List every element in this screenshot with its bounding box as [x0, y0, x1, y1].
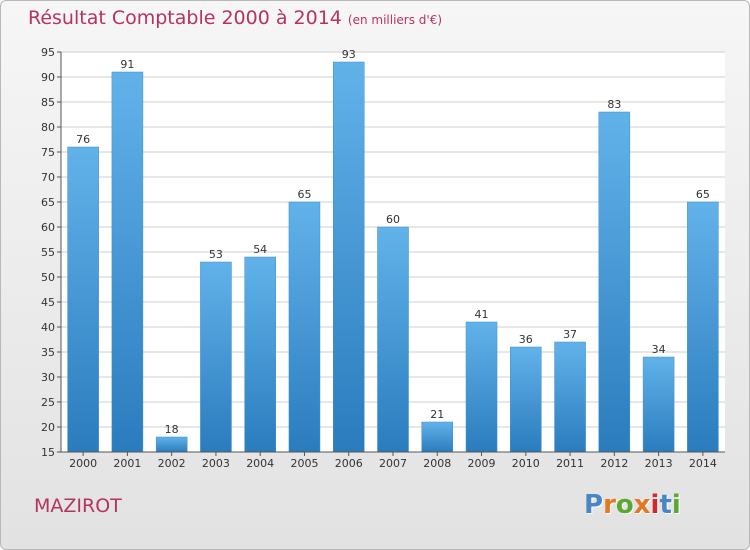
chart-subtitle: (en milliers d'€): [347, 13, 443, 27]
data-label-2003: 53: [209, 248, 223, 261]
proxiti-logo: Proxiti: [584, 490, 681, 520]
data-label-2004: 54: [253, 243, 267, 256]
bar-2005: [288, 201, 321, 453]
data-label-2013: 34: [652, 343, 666, 356]
data-label-2012: 83: [607, 98, 621, 111]
x-tick-label-2000: 2000: [69, 457, 97, 470]
y-tick-label: 45: [41, 296, 55, 309]
data-label-2014: 65: [696, 188, 710, 201]
bars: [67, 61, 719, 453]
x-tick-label-2004: 2004: [246, 457, 274, 470]
bar-2006: [332, 61, 365, 453]
x-tick-label-2001: 2001: [113, 457, 141, 470]
x-tick-label-2009: 2009: [468, 457, 496, 470]
x-tick-label-2008: 2008: [423, 457, 451, 470]
y-tick-label: 50: [41, 271, 55, 284]
x-tick-label-2014: 2014: [689, 457, 717, 470]
chart-title-text: Résultat Comptable 2000 à 2014: [28, 7, 342, 29]
commune-name: MAZIROT: [34, 495, 122, 517]
bar-2000: [67, 146, 99, 453]
axes: 15 20 25 30 35 40 45 50 55 60 65 70 75 80 85 90 95 2000 20…: [41, 46, 725, 470]
y-tick-label: 75: [41, 146, 55, 159]
bar-2014: [687, 201, 719, 453]
y-tick-label: 60: [41, 221, 55, 234]
y-tick-label: 90: [41, 71, 55, 84]
x-tick-label-2007: 2007: [379, 457, 407, 470]
y-tick-label: 20: [41, 421, 55, 434]
y-tick-label: 55: [41, 246, 55, 259]
bar-2010: [510, 346, 542, 453]
data-label-2007: 60: [386, 213, 400, 226]
x-tick-label-2012: 2012: [600, 457, 628, 470]
bar-2003: [200, 261, 232, 453]
bar-2013: [642, 356, 675, 453]
data-label-2011: 37: [563, 328, 577, 341]
x-tick-label-2002: 2002: [158, 457, 186, 470]
y-tick-label: 80: [41, 121, 55, 134]
data-label-2008: 21: [430, 408, 444, 421]
y-tick-label: 70: [41, 171, 55, 184]
data-labels: 76 91 18 53 54 65 93 60 21 41 36 37 83 34 65: [76, 48, 710, 436]
chart-title: Résultat Comptable 2000 à 2014 (en millie…: [28, 7, 442, 29]
x-tick-label-2011: 2011: [556, 457, 584, 470]
y-tick-label: 85: [41, 96, 55, 109]
bar-2001: [111, 71, 144, 453]
y-tick-label: 35: [41, 346, 55, 359]
bar-2008: [421, 421, 454, 453]
bar-2009: [465, 321, 498, 453]
data-label-2001: 91: [120, 58, 134, 71]
data-label-2005: 65: [297, 188, 311, 201]
data-label-2000: 76: [76, 133, 90, 146]
x-tick-label-2010: 2010: [512, 457, 540, 470]
bar-2004: [244, 256, 276, 453]
y-tick-label: 95: [41, 46, 55, 59]
data-label-2002: 18: [165, 423, 179, 436]
bar-2002: [155, 436, 188, 453]
bar-2007: [377, 226, 409, 453]
y-tick-label: 30: [41, 371, 55, 384]
data-label-2010: 36: [519, 333, 533, 346]
x-tick-label-2006: 2006: [335, 457, 363, 470]
x-tick-label-2003: 2003: [202, 457, 230, 470]
y-tick-label: 40: [41, 321, 55, 334]
y-tick-label: 65: [41, 196, 55, 209]
x-tick-label-2013: 2013: [645, 457, 673, 470]
data-label-2009: 41: [475, 308, 489, 321]
data-label-2006: 93: [342, 48, 356, 61]
y-tick-label: 15: [41, 446, 55, 459]
x-tick-label-2005: 2005: [290, 457, 318, 470]
y-tick-label: 25: [41, 396, 55, 409]
bar-2012: [598, 111, 631, 453]
bar-2011: [554, 341, 586, 453]
